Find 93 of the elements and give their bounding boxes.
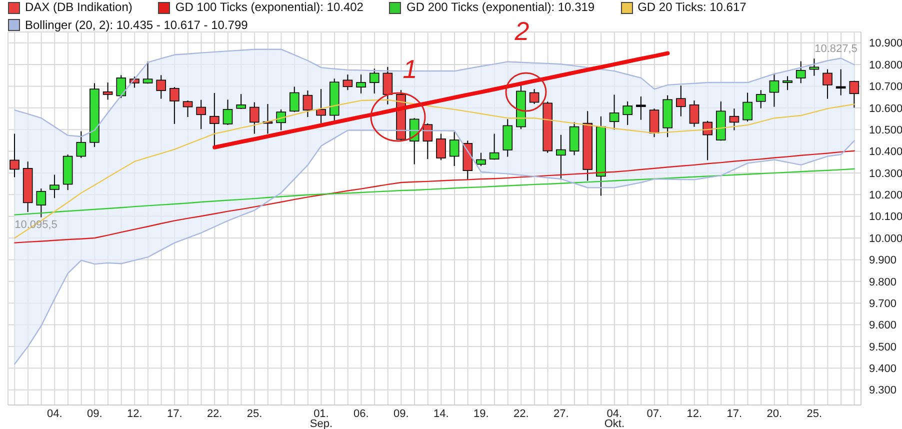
x-tick-label: 07. <box>646 408 662 420</box>
candlestick <box>382 66 393 105</box>
candlestick <box>116 74 126 98</box>
x-tick-label: 04. <box>47 408 62 420</box>
line-series <box>212 51 670 150</box>
line-series <box>14 168 855 216</box>
x-tick-label: 20. <box>766 408 782 420</box>
y-tick-label: 10.400 <box>869 146 902 158</box>
x-tick-label: 09. <box>86 408 102 420</box>
candlestick <box>342 74 353 91</box>
x-tick-label: 12. <box>126 408 142 420</box>
candlestick <box>796 60 806 84</box>
candlestick <box>529 88 540 104</box>
y-tick-label: 9.900 <box>869 254 897 267</box>
legend-label: GD 20 Ticks: 10.617 <box>636 0 746 15</box>
x-tick-label: 01. Sep. <box>310 408 333 429</box>
y-tick-label: 9.600 <box>869 320 897 332</box>
y-tick-label: 10.600 <box>869 102 902 115</box>
candlestick <box>210 92 220 148</box>
candlestick <box>649 108 660 138</box>
candlestick <box>782 76 792 91</box>
candlestick <box>636 96 646 120</box>
y-tick-label: 9.300 <box>869 384 897 397</box>
candlestick <box>449 131 460 167</box>
y-tick-label: 10.300 <box>869 168 902 180</box>
candlestick <box>50 174 60 199</box>
candlestick <box>289 86 300 113</box>
y-tick-label: 10.000 <box>869 232 902 245</box>
candlestick <box>222 99 233 126</box>
legend-label: GD 100 Ticks (exponential): 10.402 <box>174 0 364 15</box>
y-tick-label: 10.900 <box>869 38 902 50</box>
candlestick <box>476 152 486 167</box>
y-tick-label: 10.800 <box>869 59 902 72</box>
annotation: 2 <box>514 16 530 46</box>
candlestick <box>142 61 153 84</box>
candlestick <box>10 133 20 178</box>
y-tick-label: 10.500 <box>869 124 902 136</box>
x-tick-label: 04. Okt. <box>604 408 625 429</box>
x-tick-label: 22. <box>513 408 529 420</box>
legend-label: Bollinger (20, 2): 10.435 - 10.617 - 10.799 <box>24 18 248 32</box>
candlestick <box>369 68 380 94</box>
candlestick <box>769 72 780 108</box>
candlestick <box>182 100 193 118</box>
candlestick <box>250 102 260 134</box>
legend-label: GD 200 Ticks (exponential): 10.319 <box>405 0 595 15</box>
y-tick-label: 9.800 <box>869 276 897 288</box>
candlestick <box>742 92 752 122</box>
x-tick-label: 17. <box>726 408 742 420</box>
candlestick <box>836 68 846 96</box>
candlestick <box>809 58 820 76</box>
candlestick <box>556 134 566 180</box>
candlestick <box>756 90 766 109</box>
candlestick <box>36 188 46 218</box>
x-tick-label: 14. <box>434 408 449 420</box>
candlestick <box>76 130 86 158</box>
x-tick-label: 06. <box>354 408 369 420</box>
candlestick <box>196 99 206 130</box>
x-tick-label: 09. <box>394 408 409 420</box>
y-tick-label: 10.200 <box>869 190 902 202</box>
y-tick-label: 9.400 <box>869 363 897 376</box>
candlestick <box>436 133 446 161</box>
line-series <box>14 150 855 244</box>
candlestick <box>609 94 620 130</box>
x-tick-label: 25. <box>806 408 822 420</box>
x-tick-label: 12. <box>686 408 702 420</box>
candlestick <box>702 120 712 161</box>
annotation: 10.827,5 <box>814 43 858 55</box>
candlestick <box>689 100 700 128</box>
candlestick <box>302 90 313 118</box>
y-tick-label: 9.500 <box>869 341 897 354</box>
candlestick <box>276 108 286 131</box>
candlestick <box>729 108 740 131</box>
x-tick-label: 17. <box>166 408 182 420</box>
candlestick <box>676 85 686 117</box>
candlestick <box>170 86 180 124</box>
candlestick <box>316 88 326 124</box>
y-tick-label: 10.700 <box>869 81 902 94</box>
y-tick-label: 10.100 <box>869 211 902 224</box>
x-tick-label: 22. <box>206 408 222 420</box>
x-tick-label: 25. <box>246 408 262 420</box>
annotation: 1 <box>402 54 418 84</box>
candlestick <box>236 94 246 110</box>
legend-label: DAX (DB Indikation) <box>24 0 132 15</box>
x-tick-label: 27. <box>553 408 569 420</box>
y-tick-label: 9.700 <box>869 298 897 310</box>
candlestick <box>156 74 166 100</box>
x-tick-label: 19. <box>474 408 489 420</box>
candlestick <box>849 80 860 108</box>
candlestick <box>356 74 366 94</box>
candlestick <box>622 100 632 126</box>
candlestick <box>822 68 832 100</box>
candlestick <box>102 82 113 100</box>
candlestick <box>489 133 500 160</box>
